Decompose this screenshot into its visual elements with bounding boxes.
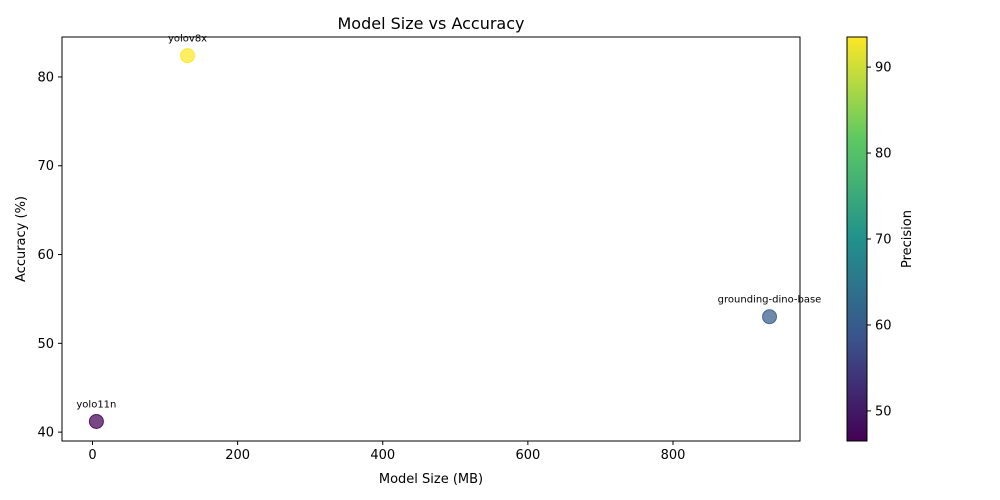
y-tick-label: 80 — [37, 70, 54, 85]
y-tick-label: 50 — [37, 337, 54, 352]
x-axis-label: Model Size (MB) — [379, 472, 483, 487]
plot-frame — [61, 36, 801, 442]
y-tick-label: 70 — [37, 159, 54, 174]
colorbar-tick-label: 80 — [875, 147, 892, 162]
point-label: yolov8x — [168, 34, 207, 45]
x-tick-label: 600 — [515, 448, 540, 463]
y-tick-label: 40 — [37, 426, 54, 441]
y-axis-ticks: 40 50 60 70 80 — [37, 70, 62, 441]
colorbar-tick-label: 60 — [875, 318, 892, 333]
colorbar-gradient — [846, 36, 868, 442]
data-point — [180, 48, 196, 64]
point-label: yolo11n — [76, 399, 116, 410]
y-axis-label: Accuracy (%) — [14, 196, 29, 282]
y-tick-label: 60 — [37, 248, 54, 263]
x-tick-label: 800 — [661, 448, 686, 463]
colorbar-tick-label: 90 — [875, 61, 892, 76]
plot-area: 0 200 400 600 800 40 50 60 70 80 yolov8x groundin… — [37, 34, 821, 463]
data-point — [762, 309, 778, 325]
point-labels: yolov8x grounding-dino-base yolo11n — [76, 34, 821, 411]
colorbar: 50 60 70 80 90 Precision — [846, 36, 915, 442]
x-tick-label: 200 — [225, 448, 250, 463]
data-point — [88, 413, 104, 429]
colorbar-tick-label: 50 — [875, 404, 892, 419]
data-points — [88, 48, 778, 429]
colorbar-label: Precision — [900, 210, 915, 268]
x-tick-label: 0 — [88, 448, 96, 463]
point-label: grounding-dino-base — [718, 295, 822, 306]
x-tick-label: 400 — [370, 448, 395, 463]
colorbar-ticks: 50 60 70 80 90 — [867, 61, 892, 419]
x-axis-ticks: 0 200 400 600 800 — [88, 441, 685, 463]
colorbar-tick-label: 70 — [875, 233, 892, 248]
chart-title: Model Size vs Accuracy — [338, 14, 525, 33]
